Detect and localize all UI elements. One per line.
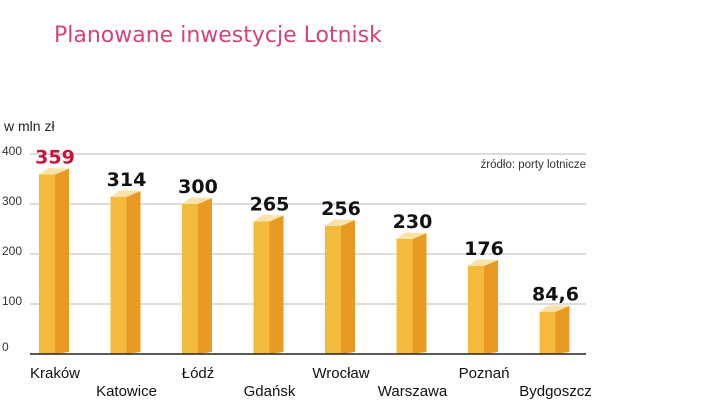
bars (39, 168, 570, 354)
category-label: Gdańsk (244, 383, 296, 400)
bar-top-face (253, 215, 284, 222)
bar (468, 259, 498, 354)
unit-label: w mln zł (3, 118, 55, 134)
bar-front-face (39, 174, 55, 354)
bar-side-face (198, 198, 212, 354)
bar (253, 215, 284, 354)
bar-value-label: 230 (393, 211, 433, 233)
bar (396, 232, 427, 354)
category-labels: Kraków Katowice Łódź Gdańsk Wrocław Warszawa P… (30, 365, 592, 400)
bar-value-label: 359 (35, 147, 75, 169)
y-tick-label: 400 (2, 144, 22, 158)
bar-top-face (396, 232, 427, 239)
bar-side-face (55, 168, 69, 354)
bar-value-label: 314 (107, 169, 147, 191)
bar-side-face (126, 191, 141, 354)
bar (110, 190, 141, 354)
category-label: Wrocław (312, 365, 369, 382)
bar-side-face (412, 233, 427, 354)
bar-top-face (539, 305, 570, 312)
bar-value-label: 265 (250, 194, 290, 216)
category-label: Poznań (459, 365, 510, 382)
category-label: Łódź (182, 365, 215, 382)
category-label: Katowice (96, 383, 157, 400)
bar-front-face (182, 204, 198, 354)
category-label: Warszawa (378, 383, 448, 400)
bar-top-face (182, 197, 212, 204)
bar-front-face (539, 311, 556, 354)
bar-top-face (325, 219, 355, 226)
bar-top-face (110, 190, 141, 197)
y-tick-label: 100 (2, 294, 22, 308)
y-axis-ticks: 0 100 200 300 400 (2, 144, 22, 354)
source-note: źródło: porty lotnicze (481, 159, 586, 171)
bar-side-face (484, 260, 498, 354)
bar-front-face (110, 197, 127, 354)
bar-value-label: 176 (464, 238, 504, 260)
category-label: Kraków (30, 365, 80, 382)
bar (539, 305, 570, 354)
bar-value-label: 256 (321, 198, 361, 220)
bar-front-face (253, 221, 270, 354)
value-labels: 359 314 300 265 256 230 176 84,6 (35, 147, 579, 306)
y-tick-label: 300 (2, 194, 22, 208)
y-tick-label: 0 (2, 340, 9, 354)
chart-title: Planowane inwestycje Lotnisk (54, 23, 382, 48)
bar-top-face (468, 259, 498, 266)
bar (182, 197, 212, 354)
bar-front-face (325, 226, 341, 354)
y-tick-label: 200 (2, 244, 22, 258)
category-label: Bydgoszcz (519, 383, 592, 400)
bar (39, 168, 69, 354)
bar-front-face (468, 266, 484, 354)
bar (325, 219, 355, 354)
bar-front-face (396, 239, 413, 354)
bar-side-face (269, 215, 284, 354)
bar-top-face (39, 168, 69, 175)
bar-value-label: 84,6 (532, 284, 579, 306)
bar-side-face (341, 220, 355, 354)
bar-side-face (555, 305, 570, 354)
bar-value-label: 300 (178, 176, 218, 198)
